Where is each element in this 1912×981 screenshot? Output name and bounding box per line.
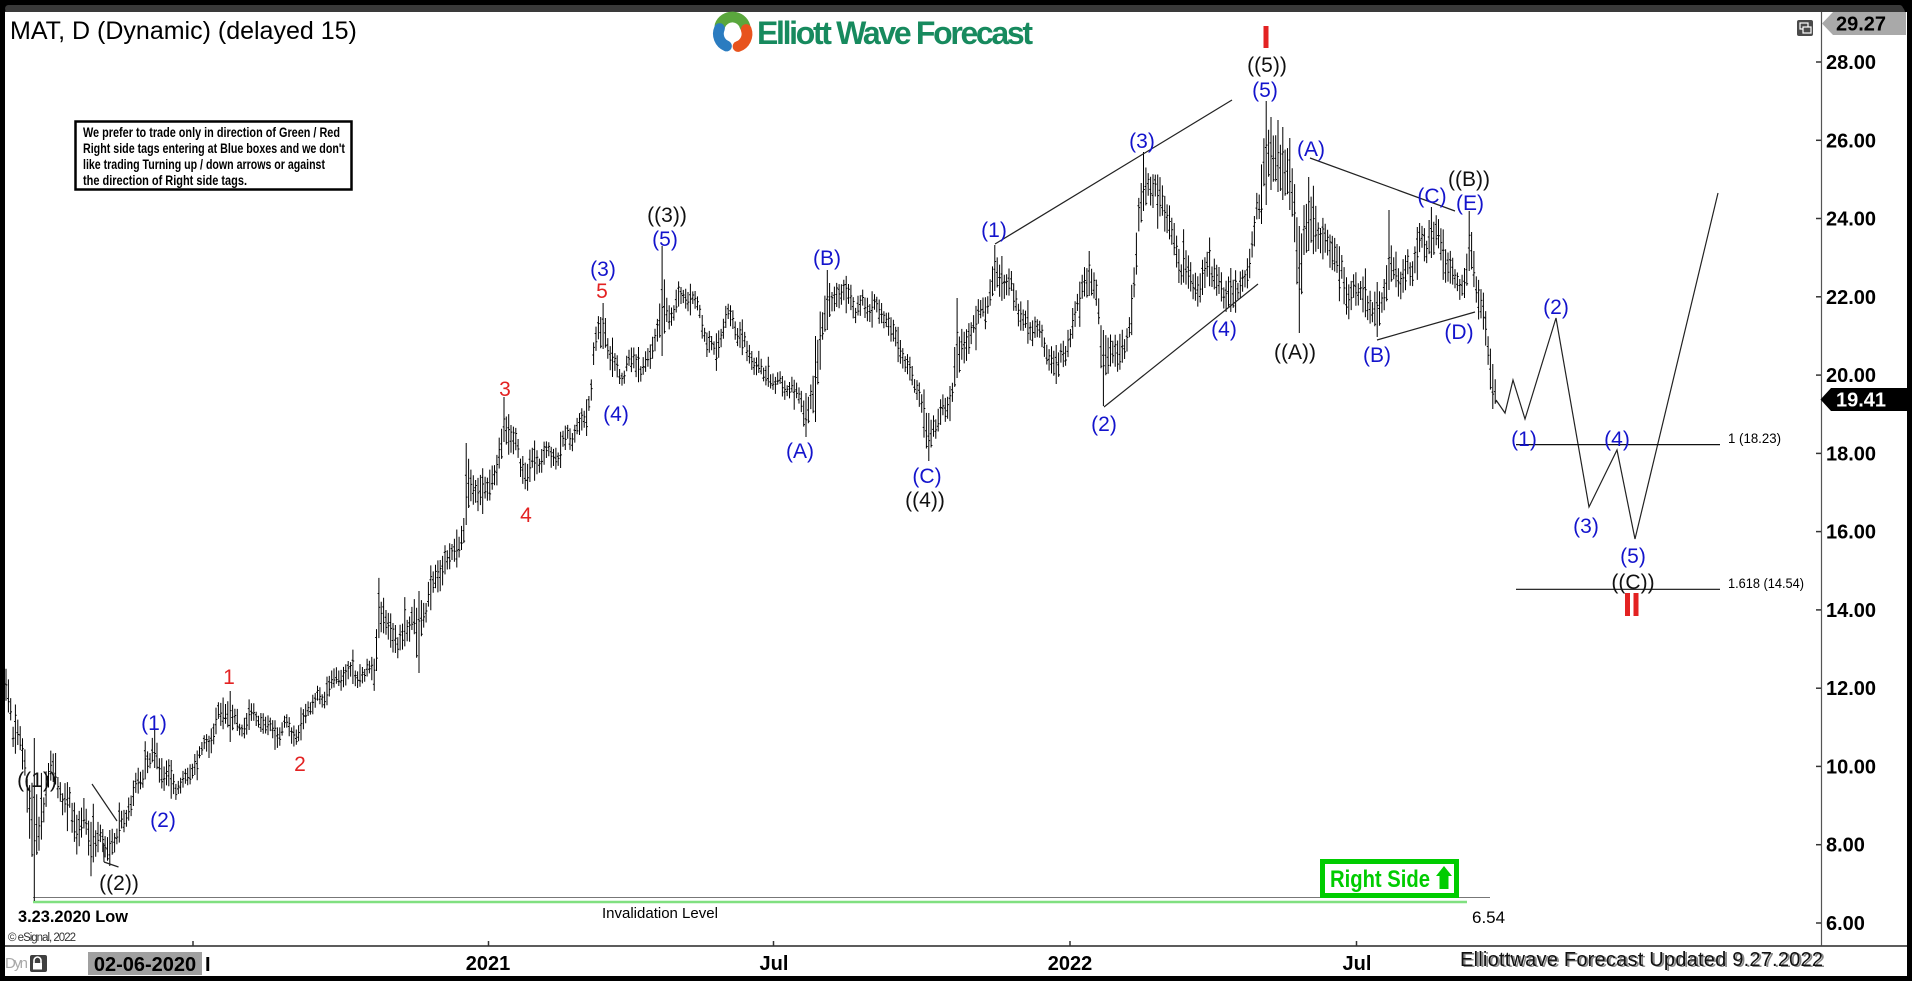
svg-text:(B): (B) bbox=[1363, 344, 1391, 367]
svg-text:(4): (4) bbox=[603, 403, 629, 426]
svg-text:© eSignal, 2022: © eSignal, 2022 bbox=[8, 932, 76, 944]
svg-text:(4): (4) bbox=[1604, 428, 1630, 451]
svg-text:We prefer to trade only in dir: We prefer to trade only in direction of … bbox=[83, 125, 340, 140]
svg-text:19.41: 19.41 bbox=[1836, 390, 1886, 412]
svg-text:(A): (A) bbox=[1297, 138, 1325, 161]
svg-text:(3): (3) bbox=[1129, 130, 1155, 153]
svg-text:(E): (E) bbox=[1456, 192, 1484, 215]
svg-text:(1): (1) bbox=[981, 219, 1007, 242]
svg-text:((A)): ((A)) bbox=[1274, 341, 1316, 364]
svg-text:(3): (3) bbox=[1573, 515, 1599, 538]
svg-text:4: 4 bbox=[520, 504, 532, 527]
svg-text:29.27: 29.27 bbox=[1836, 14, 1886, 36]
svg-text:I: I bbox=[205, 954, 211, 976]
svg-text:(C): (C) bbox=[912, 465, 941, 488]
svg-text:1.618 (14.54): 1.618 (14.54) bbox=[1728, 575, 1804, 591]
svg-text:14.00: 14.00 bbox=[1826, 600, 1876, 622]
svg-text:24.00: 24.00 bbox=[1826, 209, 1876, 231]
svg-text:3.23.2020 Low: 3.23.2020 Low bbox=[18, 907, 129, 926]
svg-text:18.00: 18.00 bbox=[1826, 443, 1876, 465]
svg-text:8.00: 8.00 bbox=[1826, 835, 1865, 857]
svg-text:2021: 2021 bbox=[466, 953, 511, 975]
svg-text:((3)): ((3)) bbox=[647, 204, 687, 227]
svg-text:((C)): ((C)) bbox=[1611, 571, 1654, 594]
svg-text:22.00: 22.00 bbox=[1826, 287, 1876, 309]
svg-text:(D): (D) bbox=[1444, 321, 1473, 344]
svg-text:Jul: Jul bbox=[1343, 953, 1372, 975]
svg-text:Elliottwave Forecast Updated 9: Elliottwave Forecast Updated 9.27.2022 bbox=[1462, 950, 1825, 972]
svg-text:Invalidation Level: Invalidation Level bbox=[602, 905, 718, 922]
svg-text:(5): (5) bbox=[1252, 79, 1278, 102]
svg-text:the direction of Right side ta: the direction of Right side tags. bbox=[83, 173, 247, 188]
svg-text:(2): (2) bbox=[1091, 413, 1117, 436]
svg-text:Right side tags entering at Bl: Right side tags entering at Blue boxes a… bbox=[83, 141, 345, 156]
svg-text:Elliott Wave Forecast: Elliott Wave Forecast bbox=[757, 15, 1033, 51]
svg-text:(5): (5) bbox=[1620, 545, 1646, 568]
svg-text:(2): (2) bbox=[150, 809, 176, 832]
svg-text:(A): (A) bbox=[786, 440, 814, 463]
svg-text:5: 5 bbox=[596, 280, 608, 303]
svg-text:((2)): ((2)) bbox=[99, 872, 139, 895]
svg-text:1 (18.23): 1 (18.23) bbox=[1728, 430, 1781, 446]
svg-text:Dyn: Dyn bbox=[5, 955, 28, 972]
svg-text:2: 2 bbox=[294, 753, 306, 776]
svg-text:6.54: 6.54 bbox=[1472, 908, 1505, 927]
svg-text:(2): (2) bbox=[1543, 296, 1569, 319]
svg-text:((4)): ((4)) bbox=[905, 489, 945, 512]
svg-text:1: 1 bbox=[223, 666, 235, 689]
svg-text:6.00: 6.00 bbox=[1826, 913, 1865, 935]
svg-text:((B)): ((B)) bbox=[1448, 168, 1490, 191]
svg-text:(1): (1) bbox=[1511, 428, 1537, 451]
svg-text:((1)): ((1)) bbox=[17, 769, 57, 792]
svg-text:(4): (4) bbox=[1211, 318, 1237, 341]
svg-text:10.00: 10.00 bbox=[1826, 756, 1876, 778]
svg-text:(B): (B) bbox=[813, 247, 841, 270]
svg-text:2022: 2022 bbox=[1048, 953, 1093, 975]
svg-text:20.00: 20.00 bbox=[1826, 365, 1876, 387]
svg-text:12.00: 12.00 bbox=[1826, 678, 1876, 700]
svg-text:(1): (1) bbox=[141, 712, 167, 735]
svg-text:26.00: 26.00 bbox=[1826, 130, 1876, 152]
svg-text:28.00: 28.00 bbox=[1826, 52, 1876, 74]
svg-text:16.00: 16.00 bbox=[1826, 522, 1876, 544]
svg-text:(3): (3) bbox=[590, 258, 616, 281]
svg-text:(C): (C) bbox=[1417, 185, 1446, 208]
svg-text:3: 3 bbox=[499, 378, 511, 401]
svg-text:Right Side: Right Side bbox=[1330, 866, 1430, 893]
svg-text:02-06-2020: 02-06-2020 bbox=[94, 954, 196, 976]
svg-text:Elliottwave Forecast Updated 9: Elliottwave Forecast Updated 9.27.2022 bbox=[1460, 949, 1823, 971]
svg-text:((5)): ((5)) bbox=[1247, 54, 1287, 77]
svg-text:MAT, D (Dynamic) (delayed 15): MAT, D (Dynamic) (delayed 15) bbox=[10, 17, 357, 45]
svg-text:like trading Turning up / down: like trading Turning up / down arrows or… bbox=[83, 157, 325, 172]
svg-text:(5): (5) bbox=[652, 228, 678, 251]
svg-text:Jul: Jul bbox=[760, 953, 789, 975]
